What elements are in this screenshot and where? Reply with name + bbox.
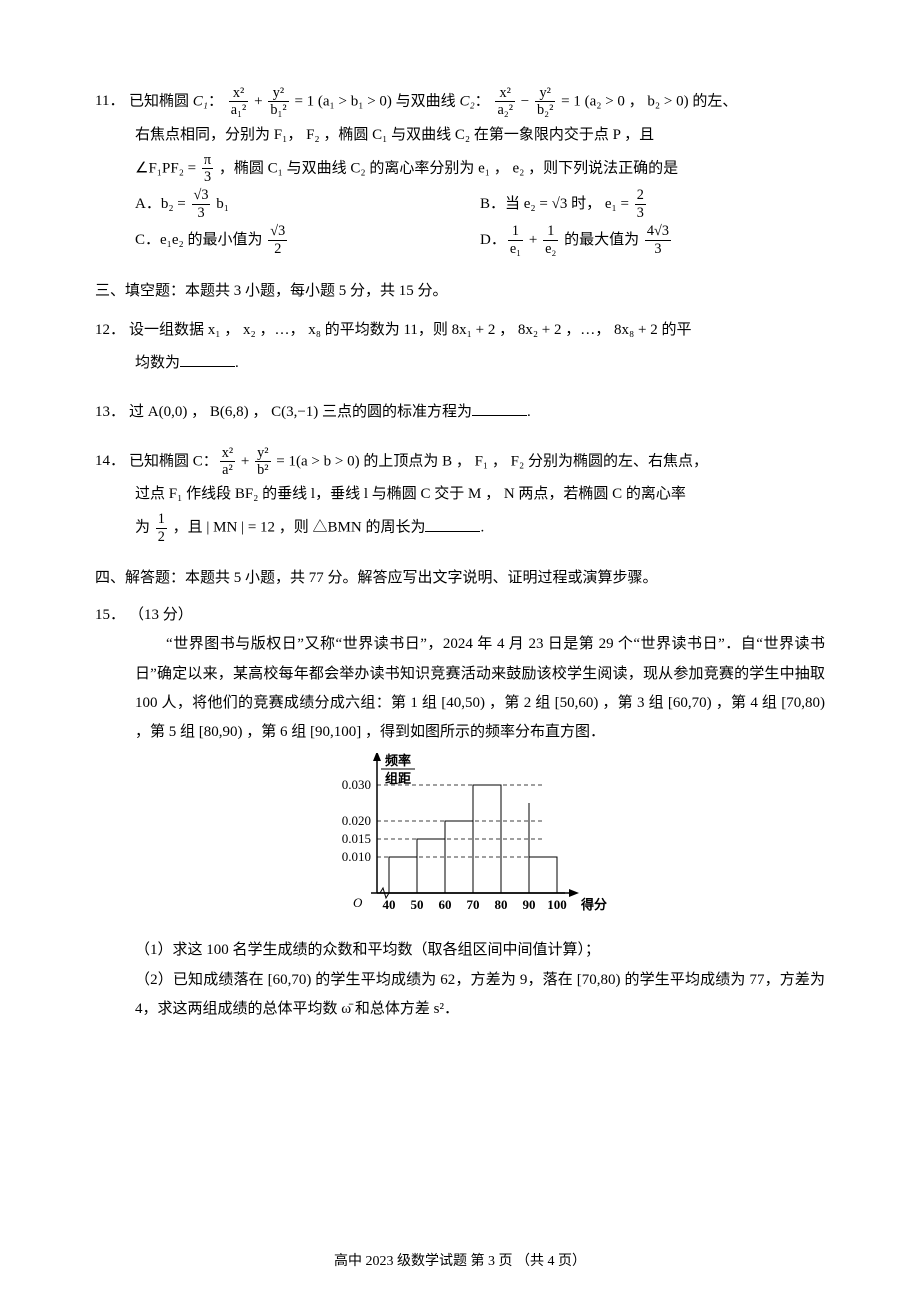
svg-text:得分: 得分 bbox=[580, 897, 607, 912]
q13-num: 13． bbox=[95, 396, 129, 429]
q15-num: 15． bbox=[95, 601, 129, 630]
blank bbox=[180, 351, 235, 367]
svg-text:40: 40 bbox=[383, 897, 396, 912]
q11-line1: 11．已知椭圆 C₁： x²a₁² + y²b₁² = 1 (a₁ > b₁ >… bbox=[95, 85, 825, 119]
svg-text:0.015: 0.015 bbox=[342, 831, 371, 846]
page-footer: 高中 2023 级数学试题 第 3 页 （共 4 页） bbox=[0, 1250, 920, 1270]
q11-options: A．b₂ = √33 b₁ B．当 e₂ = √3 时， e₁ = 23 C．e… bbox=[95, 186, 825, 258]
q11-line3: ∠F₁PF₂ = π3 ，椭圆 C₁ 与双曲线 C₂ 的离心率分别为 e₁ ， … bbox=[95, 152, 825, 186]
svg-text:O: O bbox=[353, 895, 363, 910]
question-12: 12．设一组数据 x₁ ， x₂ ，…， x₈ 的平均数为 11，则 8x₁ +… bbox=[95, 314, 825, 380]
blank bbox=[425, 516, 480, 532]
q11-angle-frac: π3 bbox=[200, 152, 215, 186]
histogram-chart: 频率组距 O 0.010 0.015 0.020 0.030 40 50 60 70 80 90 100… bbox=[95, 753, 825, 928]
question-14: 14．已知椭圆 C：x²a² + y²b² = 1(a > b > 0) 的上顶… bbox=[95, 445, 825, 546]
q14-line3: 为 12 ，且 | MN | = 12 ，则 △BMN 的周长为. bbox=[95, 511, 825, 545]
q14-line2: 过点 F₁ 作线段 BF₂ 的垂线 l，垂线 l 与椭圆 C 交于 M ， N … bbox=[95, 478, 825, 511]
q11-line2: 右焦点相同，分别为 F₁， F₂ ，椭圆 C₁ 与双曲线 C₂ 在第一象限内交于… bbox=[95, 119, 825, 152]
q11-opt-d: D．1e₁ + 1e₂ 的最大值为 4√33 bbox=[480, 222, 825, 258]
q11-opt-b: B．当 e₂ = √3 时， e₁ = 23 bbox=[480, 186, 825, 222]
histogram-svg: 频率组距 O 0.010 0.015 0.020 0.030 40 50 60 70 80 90 100… bbox=[295, 753, 625, 928]
section-4-heading: 四、解答题：本题共 5 小题，共 77 分。解答应写出文字说明、证明过程或演算步… bbox=[95, 563, 825, 593]
q12-num: 12． bbox=[95, 314, 129, 347]
svg-text:组距: 组距 bbox=[385, 771, 411, 786]
q11-frac2: y²b₁² bbox=[266, 85, 290, 119]
q11-num: 11． bbox=[95, 85, 129, 118]
q15-sub1: （1）求这 100 名学生成绩的众数和平均数（取各组区间中间值计算）； bbox=[95, 936, 825, 965]
q15-sub2: （2）已知成绩落在 [60,70) 的学生平均成绩为 62，方差为 9，落在 [… bbox=[95, 966, 825, 1025]
svg-text:0.020: 0.020 bbox=[342, 813, 371, 828]
q12-line1: 12．设一组数据 x₁ ， x₂ ，…， x₈ 的平均数为 11，则 8x₁ +… bbox=[95, 314, 825, 347]
q14-num: 14． bbox=[95, 445, 129, 478]
q15-p1: “世界图书与版权日”又称“世界读书日”，2024 年 4 月 23 日是第 29… bbox=[95, 630, 825, 747]
svg-text:60: 60 bbox=[439, 897, 452, 912]
svg-text:0.030: 0.030 bbox=[342, 777, 371, 792]
q12-line2: 均数为. bbox=[95, 347, 825, 380]
svg-text:50: 50 bbox=[411, 897, 424, 912]
svg-text:70: 70 bbox=[467, 897, 480, 912]
section-3-heading: 三、填空题：本题共 3 小题，每小题 5 分，共 15 分。 bbox=[95, 276, 825, 306]
question-11: 11．已知椭圆 C₁： x²a₁² + y²b₁² = 1 (a₁ > b₁ >… bbox=[95, 85, 825, 258]
q11-opt-c: C．e₁e₂ 的最小值为 √32 bbox=[135, 222, 480, 258]
q13-line1: 13．过 A(0,0) ， B(6,8) ， C(3,−1) 三点的圆的标准方程… bbox=[95, 396, 825, 429]
svg-text:0.010: 0.010 bbox=[342, 849, 371, 864]
question-15: 15．（13 分） “世界图书与版权日”又称“世界读书日”，2024 年 4 月… bbox=[95, 601, 825, 1024]
question-13: 13．过 A(0,0) ， B(6,8) ， C(3,−1) 三点的圆的标准方程… bbox=[95, 396, 825, 429]
svg-text:100: 100 bbox=[547, 897, 567, 912]
svg-text:90: 90 bbox=[523, 897, 536, 912]
svg-text:频率: 频率 bbox=[385, 753, 411, 768]
q15-head: 15．（13 分） bbox=[95, 601, 825, 630]
q11-frac3: x²a₂² bbox=[493, 85, 517, 119]
q14-line1: 14．已知椭圆 C：x²a² + y²b² = 1(a > b > 0) 的上顶… bbox=[95, 445, 825, 479]
q11-opt-a: A．b₂ = √33 b₁ bbox=[135, 186, 480, 222]
q11-frac1: x²a₁² bbox=[227, 85, 251, 119]
svg-text:80: 80 bbox=[495, 897, 508, 912]
q11-frac4: y²b₂² bbox=[533, 85, 557, 119]
blank bbox=[472, 400, 527, 416]
